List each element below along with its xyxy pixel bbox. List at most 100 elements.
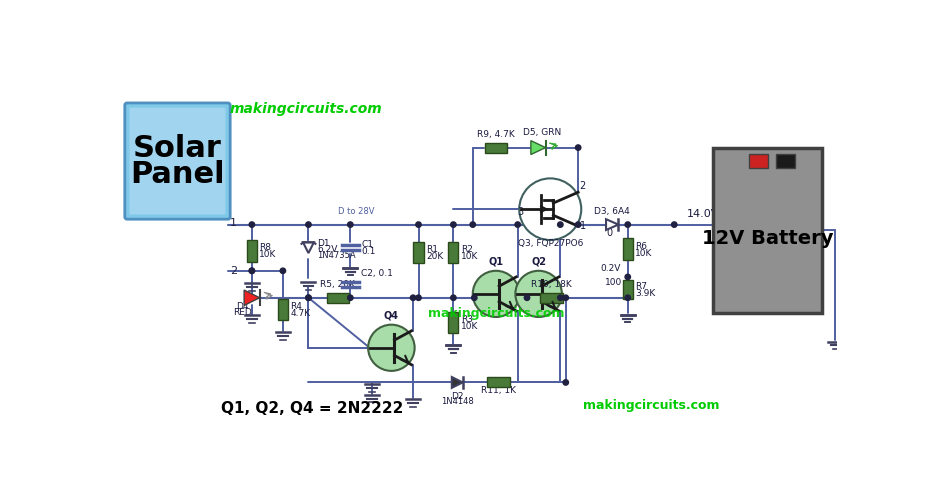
Circle shape bbox=[368, 325, 415, 371]
Text: R7: R7 bbox=[635, 282, 647, 291]
Text: R1: R1 bbox=[426, 245, 438, 254]
Text: 3: 3 bbox=[518, 207, 524, 217]
Circle shape bbox=[563, 380, 568, 385]
Circle shape bbox=[451, 295, 456, 301]
Text: R8: R8 bbox=[259, 243, 272, 252]
Text: Panel: Panel bbox=[130, 160, 225, 189]
Circle shape bbox=[515, 222, 521, 227]
Text: Q3, FQP27PO6: Q3, FQP27PO6 bbox=[518, 239, 583, 248]
Polygon shape bbox=[606, 219, 618, 230]
Circle shape bbox=[525, 295, 530, 301]
Circle shape bbox=[416, 295, 421, 301]
Text: 3.9K: 3.9K bbox=[635, 289, 656, 298]
Text: R3: R3 bbox=[460, 315, 472, 324]
Text: R4: R4 bbox=[290, 302, 302, 311]
Circle shape bbox=[249, 222, 255, 227]
Text: D4: D4 bbox=[236, 302, 249, 311]
Text: 1N4148: 1N4148 bbox=[441, 397, 473, 406]
Bar bbox=[776, 154, 795, 168]
Text: 14.0V: 14.0V bbox=[686, 209, 719, 219]
Text: 0.1: 0.1 bbox=[361, 247, 376, 256]
Text: 100: 100 bbox=[604, 277, 622, 287]
Bar bbox=[327, 293, 349, 303]
Circle shape bbox=[451, 222, 456, 227]
Circle shape bbox=[625, 274, 631, 279]
Circle shape bbox=[416, 222, 421, 227]
Text: D to 28V: D to 28V bbox=[339, 207, 375, 216]
Text: Q2: Q2 bbox=[531, 256, 546, 266]
Text: makingcircuits.com: makingcircuits.com bbox=[230, 102, 382, 116]
Text: makingcircuits.com: makingcircuits.com bbox=[428, 307, 565, 320]
Circle shape bbox=[671, 222, 677, 227]
Bar bbox=[485, 143, 507, 153]
Text: Solar: Solar bbox=[133, 134, 222, 163]
Circle shape bbox=[306, 295, 312, 301]
Circle shape bbox=[558, 295, 563, 301]
Text: 2: 2 bbox=[231, 266, 237, 276]
Circle shape bbox=[470, 222, 475, 227]
Bar bbox=[749, 154, 768, 168]
Bar bbox=[486, 377, 510, 387]
Text: C1: C1 bbox=[361, 240, 373, 249]
Circle shape bbox=[515, 271, 562, 317]
Bar bbox=[623, 239, 632, 260]
Text: R6: R6 bbox=[635, 242, 647, 250]
Text: RED: RED bbox=[233, 308, 252, 317]
Circle shape bbox=[558, 222, 563, 227]
Text: 0.2V: 0.2V bbox=[601, 264, 621, 273]
Text: Q4: Q4 bbox=[384, 310, 399, 320]
Polygon shape bbox=[452, 377, 463, 388]
Text: 10K: 10K bbox=[460, 252, 478, 261]
Text: Q1: Q1 bbox=[488, 256, 503, 266]
Text: 4.7K: 4.7K bbox=[290, 308, 311, 318]
Text: 6.2V: 6.2V bbox=[317, 245, 338, 254]
Text: D3, 6A4: D3, 6A4 bbox=[594, 207, 631, 216]
Text: R2: R2 bbox=[460, 245, 472, 254]
Bar bbox=[448, 242, 458, 263]
Circle shape bbox=[576, 222, 581, 227]
Circle shape bbox=[306, 295, 312, 301]
Bar bbox=[246, 240, 257, 262]
Circle shape bbox=[306, 222, 312, 227]
Polygon shape bbox=[531, 141, 546, 154]
Text: 0: 0 bbox=[606, 228, 612, 238]
Text: 10K: 10K bbox=[460, 322, 478, 331]
Text: 12V Battery: 12V Battery bbox=[701, 229, 833, 247]
Text: R5, 20K: R5, 20K bbox=[321, 280, 355, 289]
FancyBboxPatch shape bbox=[129, 108, 225, 215]
Circle shape bbox=[576, 145, 581, 150]
Text: makingcircuits.com: makingcircuits.com bbox=[583, 399, 719, 412]
FancyBboxPatch shape bbox=[125, 103, 231, 219]
Polygon shape bbox=[244, 290, 259, 306]
Circle shape bbox=[472, 271, 519, 317]
Text: R11, 1K: R11, 1K bbox=[481, 386, 516, 395]
Text: R10, 18K: R10, 18K bbox=[531, 280, 572, 289]
Text: R9, 4.7K: R9, 4.7K bbox=[477, 130, 515, 139]
Circle shape bbox=[625, 295, 631, 301]
Bar bbox=[713, 148, 821, 313]
Bar bbox=[278, 299, 288, 320]
Bar bbox=[540, 293, 564, 303]
Circle shape bbox=[348, 295, 353, 301]
Text: 2: 2 bbox=[579, 181, 586, 191]
Text: 1: 1 bbox=[579, 221, 586, 231]
Circle shape bbox=[280, 268, 286, 274]
Text: 1N4735A: 1N4735A bbox=[317, 251, 355, 260]
Text: D2: D2 bbox=[451, 392, 463, 400]
Text: D1: D1 bbox=[317, 239, 329, 247]
Circle shape bbox=[519, 179, 581, 240]
Text: 20K: 20K bbox=[426, 252, 443, 261]
Circle shape bbox=[625, 222, 631, 227]
Circle shape bbox=[563, 295, 568, 301]
Text: D5, GRN: D5, GRN bbox=[524, 128, 562, 137]
Text: C2, 0.1: C2, 0.1 bbox=[361, 269, 393, 278]
Circle shape bbox=[249, 268, 255, 274]
Bar bbox=[448, 311, 458, 333]
Text: 10K: 10K bbox=[259, 250, 276, 259]
Circle shape bbox=[348, 222, 353, 227]
Bar bbox=[623, 280, 632, 299]
Bar bbox=[414, 242, 423, 263]
Circle shape bbox=[472, 295, 477, 301]
Text: 1: 1 bbox=[231, 218, 237, 228]
Circle shape bbox=[249, 268, 255, 274]
